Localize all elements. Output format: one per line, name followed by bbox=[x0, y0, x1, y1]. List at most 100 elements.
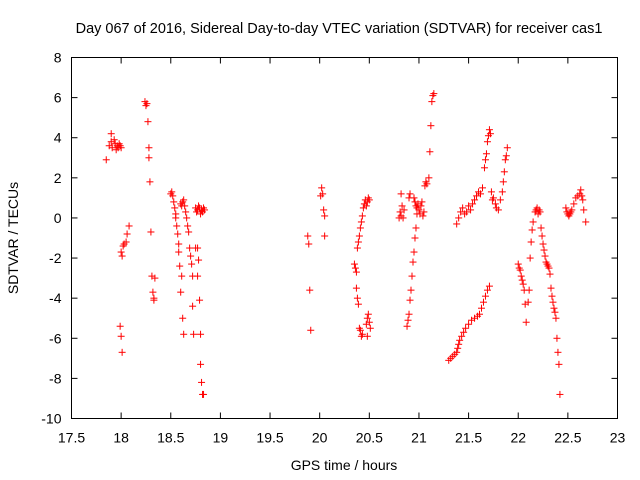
data-point bbox=[500, 168, 508, 176]
data-point bbox=[454, 344, 462, 352]
data-point bbox=[178, 272, 186, 280]
data-point bbox=[362, 202, 370, 210]
data-point bbox=[363, 332, 371, 340]
data-point bbox=[548, 292, 556, 300]
data-point bbox=[541, 252, 549, 260]
data-point bbox=[486, 130, 494, 138]
data-point bbox=[469, 200, 477, 208]
data-point bbox=[399, 214, 407, 222]
data-point bbox=[529, 218, 537, 226]
data-point bbox=[356, 326, 364, 334]
data-point bbox=[455, 214, 463, 222]
data-point bbox=[426, 148, 434, 156]
data-point bbox=[117, 144, 125, 152]
data-point bbox=[481, 292, 489, 300]
data-point bbox=[175, 240, 183, 248]
data-point bbox=[477, 190, 485, 198]
data-point bbox=[116, 322, 124, 330]
data-point bbox=[117, 248, 125, 256]
data-point bbox=[562, 204, 570, 212]
data-point bbox=[527, 238, 535, 246]
chart-title: Day 067 of 2016, Sidereal Day-to-day VTE… bbox=[76, 21, 603, 37]
data-point bbox=[494, 206, 502, 214]
data-point bbox=[351, 264, 359, 272]
data-point bbox=[353, 294, 361, 302]
data-point bbox=[354, 238, 362, 246]
data-point bbox=[430, 90, 438, 98]
data-point bbox=[539, 240, 547, 248]
data-point bbox=[365, 196, 373, 204]
y-tick-label: -6 bbox=[49, 330, 62, 346]
data-point bbox=[174, 230, 182, 238]
y-tick-label: -10 bbox=[41, 411, 61, 427]
data-point bbox=[180, 196, 188, 204]
data-point bbox=[406, 190, 414, 198]
data-point bbox=[483, 138, 491, 146]
data-point bbox=[458, 332, 466, 340]
data-point bbox=[352, 268, 360, 276]
data-point bbox=[428, 98, 436, 106]
data-point bbox=[197, 360, 205, 368]
data-point bbox=[123, 230, 131, 238]
data-point bbox=[514, 260, 522, 268]
data-point bbox=[170, 198, 178, 206]
data-point bbox=[194, 272, 202, 280]
y-tick-label: -4 bbox=[49, 290, 62, 306]
data-point bbox=[480, 164, 488, 172]
data-point bbox=[498, 188, 506, 196]
data-point bbox=[545, 264, 553, 272]
data-point bbox=[579, 196, 587, 204]
y-tick-label: 8 bbox=[54, 50, 62, 66]
data-point bbox=[365, 318, 373, 326]
data-point bbox=[550, 304, 558, 312]
x-tick-label: 18 bbox=[113, 430, 129, 446]
data-point bbox=[417, 202, 425, 210]
data-point bbox=[423, 180, 431, 188]
data-point bbox=[357, 218, 365, 226]
data-point bbox=[149, 288, 157, 296]
data-point bbox=[304, 232, 312, 240]
data-point bbox=[171, 204, 179, 212]
x-tick-label: 22 bbox=[510, 430, 526, 446]
data-point bbox=[556, 390, 564, 398]
data-point bbox=[465, 202, 473, 210]
data-point bbox=[122, 238, 130, 246]
data-point bbox=[400, 206, 408, 214]
data-point bbox=[321, 232, 329, 240]
data-point bbox=[354, 300, 362, 308]
data-point bbox=[185, 228, 193, 236]
y-tick-label: 2 bbox=[54, 170, 62, 186]
data-point bbox=[467, 206, 475, 214]
data-point bbox=[491, 200, 499, 208]
data-point bbox=[415, 206, 423, 214]
data-point bbox=[168, 188, 176, 196]
data-point bbox=[478, 184, 486, 192]
data-point bbox=[179, 314, 187, 322]
data-point bbox=[525, 286, 533, 294]
data-point bbox=[501, 156, 509, 164]
data-point bbox=[321, 212, 329, 220]
data-point bbox=[188, 260, 196, 268]
data-point bbox=[465, 320, 473, 328]
data-point bbox=[546, 270, 554, 278]
data-point bbox=[538, 232, 546, 240]
data-point bbox=[145, 154, 153, 162]
data-point bbox=[172, 214, 180, 222]
data-point bbox=[496, 196, 504, 204]
data-point bbox=[420, 208, 428, 216]
x-tick-label: 19 bbox=[213, 430, 229, 446]
data-point bbox=[356, 224, 364, 232]
data-point bbox=[405, 310, 413, 318]
data-point bbox=[536, 208, 544, 216]
y-axis-label: SDTVAR / TECUs bbox=[5, 182, 21, 294]
data-point bbox=[125, 222, 133, 230]
data-point bbox=[398, 202, 406, 210]
data-point bbox=[180, 330, 188, 338]
x-tick-label: 20.5 bbox=[356, 430, 383, 446]
data-point bbox=[150, 296, 158, 304]
data-point bbox=[176, 262, 184, 270]
data-point bbox=[489, 194, 497, 202]
data-point bbox=[459, 204, 467, 212]
data-point bbox=[366, 324, 374, 332]
data-point bbox=[358, 212, 366, 220]
